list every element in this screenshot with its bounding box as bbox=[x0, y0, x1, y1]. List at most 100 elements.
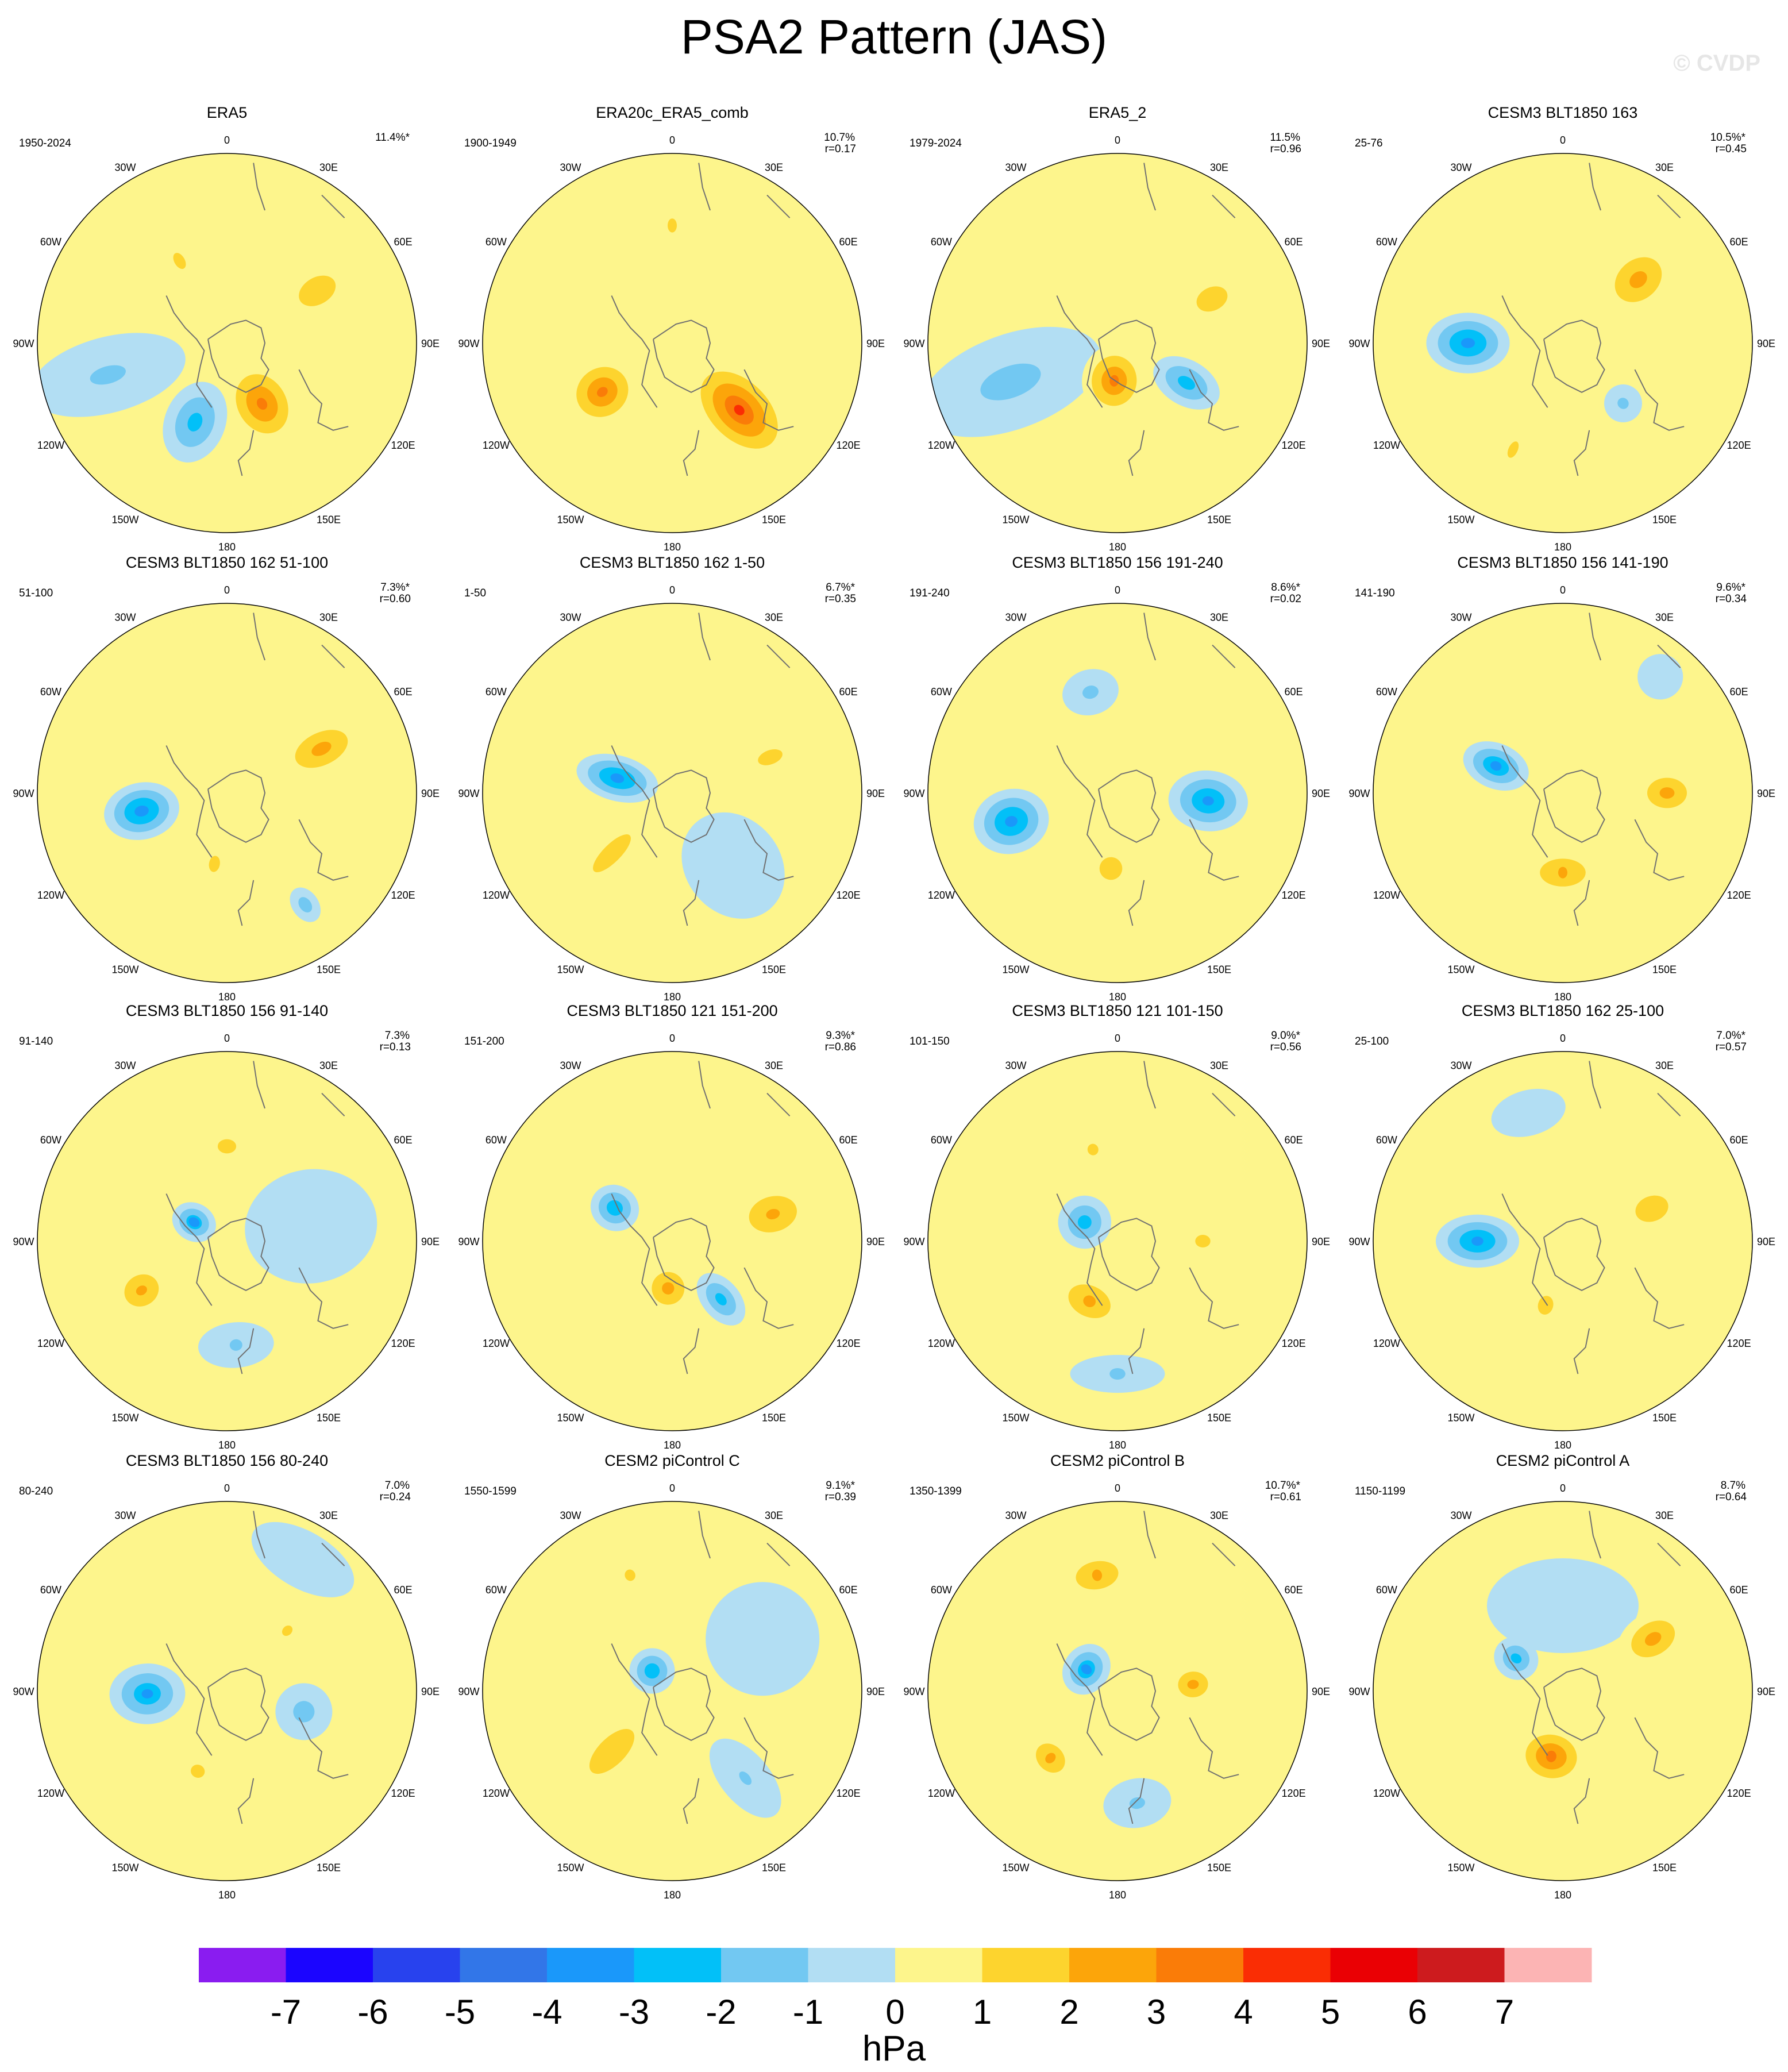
coastline bbox=[1501, 1061, 1685, 1374]
field-background bbox=[483, 1052, 862, 1431]
longitude-label: 90E bbox=[866, 1686, 885, 1697]
longitude-label: 150E bbox=[317, 964, 341, 976]
longitude-label: 30W bbox=[1005, 1060, 1026, 1071]
longitude-label: 120E bbox=[1282, 440, 1306, 451]
colorbar-units: hPa bbox=[862, 2029, 926, 2069]
longitude-label: 120W bbox=[1373, 1338, 1400, 1349]
map-border bbox=[927, 603, 1308, 983]
longitude-label: 60W bbox=[40, 1584, 61, 1596]
contour-level bbox=[1178, 376, 1196, 390]
longitude-label: 180 bbox=[1109, 1889, 1126, 1901]
longitude-label: 90W bbox=[458, 1686, 479, 1697]
contour-level bbox=[1099, 857, 1123, 880]
longitude-label: 60E bbox=[394, 236, 413, 248]
panel-years: 25-100 bbox=[1355, 1035, 1389, 1047]
map-panel: CESM3 BLT1850 156 191-240 191-240 8.6%*r=0… bbox=[903, 554, 1330, 1003]
colorbar-swatch bbox=[286, 1948, 373, 1982]
panel-percent: 9.6%* bbox=[1716, 581, 1745, 594]
panel-percent: 11.4%* bbox=[375, 132, 410, 144]
colorbar-tick-label: -5 bbox=[445, 1993, 475, 2031]
panel-years: 151-200 bbox=[464, 1035, 504, 1047]
longitude-label: 150W bbox=[1002, 964, 1029, 976]
coastline bbox=[165, 613, 349, 926]
longitude-label: 90W bbox=[458, 338, 479, 349]
contour-level bbox=[1081, 1664, 1092, 1674]
longitude-label: 180 bbox=[664, 1889, 681, 1901]
map-border bbox=[1373, 153, 1753, 533]
panel-years: 1550-1599 bbox=[464, 1485, 517, 1497]
longitude-label: 120E bbox=[391, 1788, 415, 1799]
contour-level bbox=[734, 405, 745, 415]
panel-percent: 7.0%* bbox=[1716, 1030, 1745, 1042]
longitude-label: 90W bbox=[903, 788, 924, 799]
longitude-label: 0 bbox=[224, 1482, 230, 1494]
contour-level bbox=[1510, 1653, 1522, 1663]
colorbar-tick-label: 1 bbox=[973, 1993, 992, 2031]
map-border bbox=[482, 603, 862, 983]
longitude-label: 90W bbox=[13, 788, 34, 799]
contour-level bbox=[1082, 685, 1099, 699]
coastline bbox=[611, 1061, 794, 1374]
field-anomaly bbox=[928, 1052, 1307, 1431]
longitude-label: 60W bbox=[1376, 1134, 1397, 1146]
longitude-label: 180 bbox=[218, 1439, 236, 1451]
longitude-label: 90E bbox=[1312, 338, 1330, 349]
colorbar-swatch bbox=[1243, 1948, 1331, 1982]
longitude-label: 120E bbox=[1727, 440, 1751, 451]
longitude-label: 150E bbox=[762, 514, 786, 526]
contour-level bbox=[293, 1701, 315, 1723]
contour-level bbox=[209, 856, 220, 872]
field-background bbox=[483, 603, 862, 983]
panel-years: 1979-2024 bbox=[910, 137, 962, 149]
field-anomaly bbox=[37, 1052, 417, 1431]
contour-level bbox=[256, 398, 268, 410]
panel-title: CESM2 piControl B bbox=[1050, 1452, 1185, 1469]
longitude-label: 120W bbox=[928, 440, 955, 451]
longitude-label: 150E bbox=[1207, 964, 1231, 976]
longitude-label: 30W bbox=[1005, 161, 1026, 173]
panel-percent: 7.3% bbox=[385, 1030, 410, 1042]
map-panel: CESM3 BLT1850 156 91-140 91-140 7.3%r=0.13… bbox=[13, 1002, 440, 1451]
longitude-label: 150W bbox=[1002, 1412, 1029, 1424]
longitude-label: 90E bbox=[421, 788, 440, 799]
panel-title: ERA20c_ERA5_comb bbox=[596, 104, 749, 121]
colorbar-tick-label: 4 bbox=[1234, 1993, 1253, 2031]
longitude-label: 180 bbox=[664, 991, 681, 1003]
panel-percent: 6.7%* bbox=[826, 581, 855, 594]
panel-percent: 8.7% bbox=[1721, 1480, 1745, 1492]
longitude-label: 30E bbox=[319, 161, 338, 173]
longitude-label: 60W bbox=[1376, 686, 1397, 698]
colorbar-swatch bbox=[373, 1948, 460, 1982]
panel-percent: 7.3%* bbox=[380, 581, 410, 594]
longitude-label: 90E bbox=[421, 338, 440, 349]
contour-level bbox=[644, 1663, 660, 1679]
longitude-label: 60W bbox=[40, 686, 61, 698]
longitude-label: 60E bbox=[1730, 1584, 1748, 1596]
contour-level bbox=[662, 1282, 675, 1295]
panel-percent: 9.0%* bbox=[1271, 1030, 1300, 1042]
coastline bbox=[1501, 1511, 1685, 1824]
longitude-label: 180 bbox=[218, 541, 236, 553]
longitude-label: 30E bbox=[1655, 611, 1674, 623]
longitude-label: 60E bbox=[1730, 236, 1748, 248]
panel-title: CESM3 BLT1850 156 80-240 bbox=[126, 1452, 328, 1469]
contour-level bbox=[1129, 1797, 1145, 1809]
panel-years: 51-100 bbox=[19, 587, 53, 599]
longitude-label: 120W bbox=[483, 1788, 510, 1799]
longitude-label: 0 bbox=[1115, 1482, 1120, 1494]
panel-correlation: r=0.24 bbox=[380, 1491, 411, 1503]
contour-level bbox=[136, 1285, 147, 1296]
longitude-label: 30W bbox=[560, 1509, 581, 1521]
longitude-label: 120W bbox=[1373, 1788, 1400, 1799]
longitude-label: 0 bbox=[669, 134, 675, 146]
longitude-label: 60E bbox=[839, 1134, 858, 1146]
longitude-label: 120E bbox=[1727, 889, 1751, 901]
longitude-label: 180 bbox=[664, 1439, 681, 1451]
map-border bbox=[37, 603, 417, 983]
longitude-label: 120W bbox=[928, 1338, 955, 1349]
panel-title: CESM3 BLT1850 163 bbox=[1488, 104, 1638, 121]
longitude-label: 150E bbox=[317, 514, 341, 526]
contour-level bbox=[90, 365, 126, 385]
longitude-label: 180 bbox=[218, 991, 236, 1003]
longitude-label: 60E bbox=[1285, 1134, 1303, 1146]
